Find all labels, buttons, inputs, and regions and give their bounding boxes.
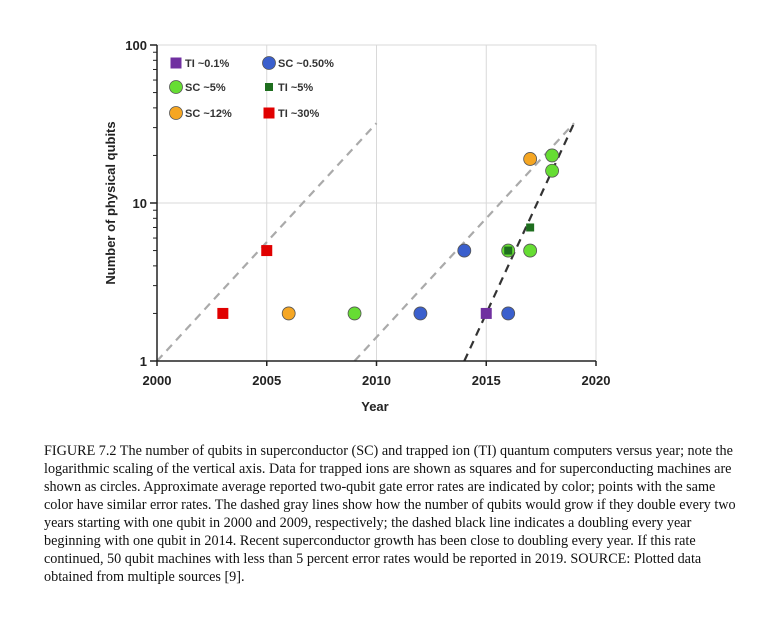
point-1-1 — [457, 243, 472, 258]
x-tick-label-3: 2015 — [472, 373, 501, 388]
qubits-chart: 1 10 100 2000 2005 2010 2015 2020 TI ~0.1% SC ~0… — [103, 38, 610, 414]
point-5-0 — [217, 307, 229, 319]
y-tick-label-2: 100 — [125, 38, 147, 53]
legend-marker-1 — [262, 56, 276, 70]
x-tick-label-0: 2000 — [143, 373, 172, 388]
point-2-3 — [545, 163, 559, 178]
y-tick-label-0: 1 — [140, 354, 147, 369]
point-2-4 — [545, 148, 559, 163]
legend-label-5: TI ~30% — [278, 108, 319, 120]
legend-marker-4 — [169, 106, 183, 120]
y-tick-label-1: 10 — [133, 196, 147, 211]
legend-label-0: TI ~0.1% — [185, 58, 230, 70]
point-3-1 — [526, 223, 535, 232]
point-3-0 — [504, 246, 513, 255]
legend-marker-3 — [265, 83, 273, 91]
point-1-0 — [413, 306, 428, 321]
point-1-2 — [501, 306, 516, 321]
legend-label-2: SC ~5% — [185, 82, 226, 94]
x-tick-label-1: 2005 — [252, 373, 281, 388]
x-axis-title: Year — [361, 399, 388, 414]
legend-marker-5 — [263, 107, 275, 119]
point-2-0 — [347, 306, 362, 321]
y-axis-title: Number of physical qubits — [103, 121, 118, 284]
data-points — [217, 148, 559, 321]
point-4-1 — [523, 152, 538, 166]
trend-line-2 — [463, 122, 576, 362]
trend-lines — [156, 122, 576, 362]
legend-label-4: SC ~12% — [185, 108, 232, 120]
legend-marker-2 — [169, 80, 183, 94]
point-4-0 — [281, 306, 296, 321]
x-tick-label-2: 2010 — [362, 373, 391, 388]
legend: TI ~0.1% SC ~0.50% SC ~5% TI ~5% SC ~12% TI ~… — [169, 56, 334, 120]
trend-line-1 — [353, 122, 575, 362]
legend-label-1: SC ~0.50% — [278, 58, 334, 70]
point-0-0 — [480, 307, 492, 319]
figure-caption: FIGURE 7.2 The number of qubits in super… — [44, 443, 736, 585]
trend-line-0 — [156, 122, 378, 362]
x-tick-label-4: 2020 — [582, 373, 611, 388]
point-5-1 — [261, 245, 273, 257]
point-2-2 — [523, 243, 538, 258]
legend-label-3: TI ~5% — [278, 82, 313, 94]
legend-marker-0 — [170, 57, 182, 69]
axes: 1 10 100 2000 2005 2010 2015 2020 — [125, 38, 610, 388]
